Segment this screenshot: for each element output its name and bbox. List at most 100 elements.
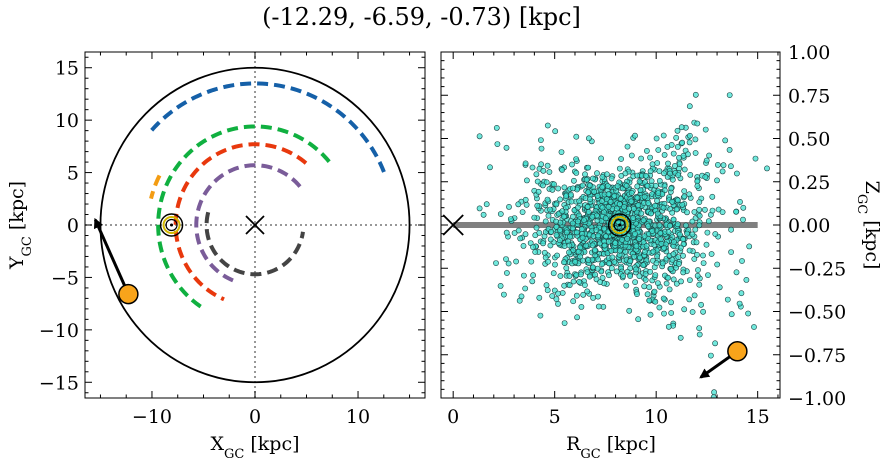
star-point: [640, 217, 647, 224]
right-xtick-label: 0: [447, 406, 459, 428]
star-point: [660, 132, 667, 139]
star-point: [626, 205, 632, 212]
star-point: [627, 258, 634, 265]
star-point: [602, 215, 609, 222]
star-point: [524, 177, 530, 184]
star-point: [709, 193, 716, 200]
star-point: [537, 312, 544, 319]
star-point: [628, 152, 635, 159]
star-point: [689, 218, 696, 225]
star-point: [563, 265, 570, 271]
star-point: [608, 175, 615, 182]
star-point: [678, 124, 685, 131]
star-point: [549, 293, 556, 299]
star-point: [656, 304, 663, 311]
star-point: [614, 183, 621, 190]
star-point: [641, 193, 648, 200]
star-point: [665, 323, 672, 330]
right-sun-gold-ring: [610, 216, 629, 234]
star-point: [511, 230, 518, 236]
star-point: [561, 243, 568, 249]
star-point: [677, 244, 684, 251]
star-point: [522, 196, 529, 203]
star-point: [563, 193, 569, 199]
star-point: [686, 139, 693, 146]
star-point: [599, 274, 606, 281]
star-point: [611, 192, 618, 199]
star-point: [647, 268, 653, 275]
star-point: [648, 178, 655, 184]
star-point: [668, 310, 675, 316]
figure-title: (-12.29, -6.59, -0.73) [kpc]: [262, 3, 581, 31]
star-point: [645, 223, 651, 230]
star-point: [653, 260, 660, 267]
right-ytick-label: −0.25: [788, 258, 846, 280]
star-point: [555, 185, 562, 192]
star-point: [709, 207, 716, 214]
star-point: [702, 126, 709, 133]
star-point: [571, 177, 577, 184]
star-point: [724, 296, 731, 303]
star-point: [696, 222, 703, 229]
star-point: [540, 182, 546, 189]
star-point: [595, 303, 602, 310]
star-point: [661, 244, 667, 251]
star-point: [563, 229, 570, 236]
star-point: [559, 208, 566, 215]
right-sun-outer-ring: [607, 213, 632, 237]
star-point: [584, 269, 591, 275]
star-point: [651, 288, 658, 295]
star-point: [581, 217, 587, 223]
star-point: [530, 272, 536, 279]
star-point: [544, 196, 551, 203]
star-point: [506, 203, 512, 210]
star-point: [667, 170, 673, 177]
star-point: [507, 216, 514, 222]
star-point: [686, 191, 693, 198]
star-point: [710, 394, 717, 398]
star-point: [566, 242, 573, 249]
right-y-axis-label: ZGC [kpc]: [855, 181, 884, 270]
star-point: [680, 236, 686, 243]
star-point: [586, 182, 593, 189]
star-point: [700, 308, 706, 315]
star-cloud: [476, 91, 770, 398]
star-point: [591, 188, 598, 195]
star-point: [736, 300, 743, 307]
star-point: [569, 220, 576, 227]
star-point: [681, 188, 688, 194]
star-point: [594, 170, 600, 177]
right-object-marker: [727, 341, 748, 362]
star-point: [584, 288, 591, 295]
star-point: [568, 191, 574, 198]
star-point: [547, 242, 554, 249]
star-point: [660, 295, 667, 302]
star-point: [620, 273, 626, 279]
star-point: [695, 267, 701, 273]
star-point: [580, 291, 587, 298]
star-point: [586, 135, 592, 142]
star-point: [708, 251, 715, 257]
star-point: [553, 218, 559, 225]
star-point: [585, 189, 592, 196]
star-point: [703, 157, 710, 164]
star-point: [676, 231, 683, 238]
star-point: [585, 208, 592, 215]
star-point: [536, 229, 543, 236]
star-point: [700, 260, 707, 266]
star-point: [483, 201, 490, 208]
left-ytick-label: −5: [51, 267, 79, 289]
right-ytick-label: 0.50: [788, 129, 830, 151]
star-point: [606, 260, 612, 267]
star-point: [661, 310, 667, 317]
star-point: [739, 258, 745, 264]
left-ytick-label: 0: [67, 215, 79, 237]
star-point: [573, 169, 580, 176]
star-point: [700, 252, 706, 259]
star-point: [734, 170, 740, 177]
star-point: [519, 209, 526, 215]
star-point: [728, 226, 734, 233]
star-point: [644, 291, 651, 298]
star-point: [590, 264, 596, 271]
star-point: [660, 204, 667, 211]
